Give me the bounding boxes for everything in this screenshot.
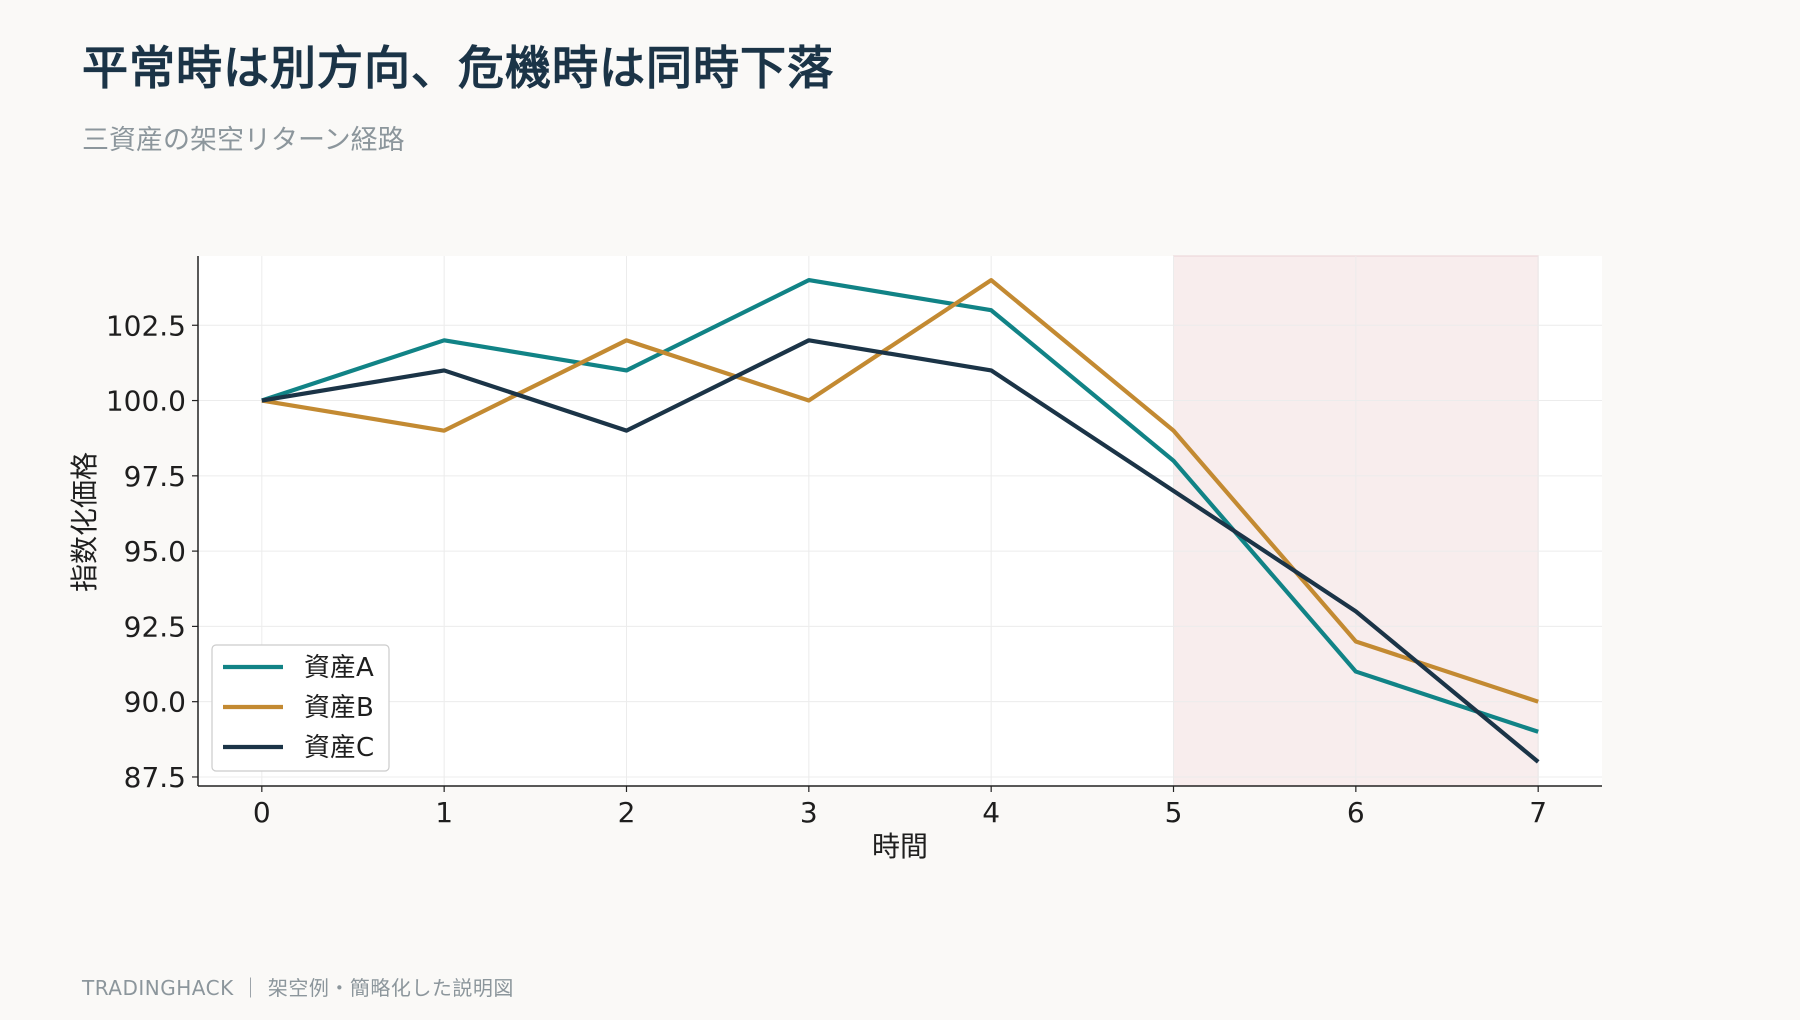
- x-tick-label: 0: [253, 796, 271, 829]
- x-axis-label: 時間: [872, 830, 928, 863]
- page-title: 平常時は別方向、危機時は同時下落: [82, 41, 834, 95]
- y-tick-label: 95.0: [124, 535, 186, 568]
- x-tick-label: 6: [1347, 796, 1365, 829]
- series-line-3: [261, 338, 1540, 764]
- page-subtitle: 三資産の架空リターン経路: [82, 125, 405, 156]
- y-tick-label: 87.5: [124, 761, 186, 794]
- series-group: [261, 277, 1540, 764]
- y-axis-label: 指数化価格: [68, 452, 101, 592]
- series-line-1: [261, 277, 1539, 734]
- legend-box: [211, 644, 390, 772]
- legend-label-3: 資産C: [304, 733, 374, 763]
- x-tick-label: 2: [618, 796, 636, 829]
- x-tick-label: 4: [982, 796, 1000, 829]
- legend: 資産A 資産B 資産C: [211, 644, 390, 772]
- x-tick-label: 7: [1529, 796, 1547, 829]
- y-tick-label: 92.5: [124, 610, 186, 643]
- legend-label-2: 資産B: [304, 693, 374, 723]
- tick-group: 0 1 2 3 4 5 6 7 87.5 90.0 92.5 95.0 97.5 100.0 102.5: [106, 309, 1547, 829]
- x-tick-label: 3: [800, 796, 818, 829]
- y-tick-label: 100.0: [106, 385, 186, 418]
- grid-lines: [198, 256, 1602, 786]
- y-tick-label: 102.5: [106, 309, 186, 342]
- legend-label-1: 資産A: [304, 653, 374, 683]
- x-tick-label: 5: [1165, 796, 1183, 829]
- y-tick-label: 97.5: [124, 460, 186, 493]
- footer-note: TRADINGHACK ｜ 架空例・簡略化した説明図: [82, 976, 514, 1000]
- y-tick-label: 90.0: [124, 686, 186, 719]
- x-tick-label: 1: [435, 796, 453, 829]
- series-line-2: [261, 277, 1539, 704]
